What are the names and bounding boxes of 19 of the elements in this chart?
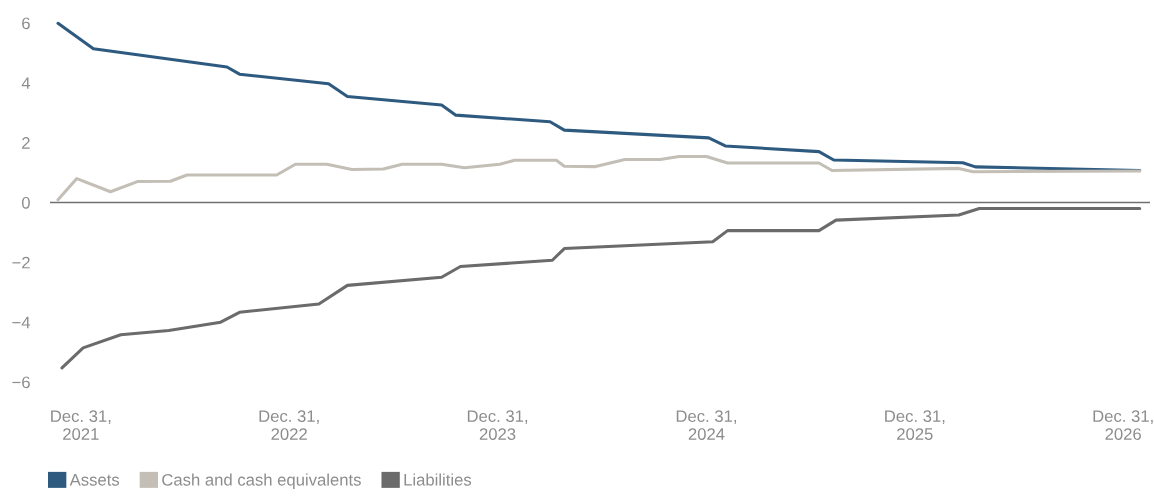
y-tick-label: −4	[12, 316, 31, 329]
x-tick-label: Dec. 31, 2022	[259, 410, 319, 440]
y-tick-label: −6	[12, 376, 30, 389]
line-series	[56, 154, 1142, 202]
y-tick-label: 2	[22, 137, 30, 149]
y-tick-label: −2	[12, 256, 30, 269]
legend-label: Cash and cash equivalents	[162, 473, 361, 489]
line-series	[60, 206, 1142, 370]
y-tick-label: 0	[21, 196, 30, 209]
x-tick-label: Dec. 31, 2021	[51, 410, 111, 440]
y-tick-label: 4	[21, 77, 31, 89]
legend-label: Assets	[69, 474, 120, 486]
x-tick-label: Dec. 31, 2023	[467, 410, 528, 440]
legend-label: Liabilities	[404, 473, 472, 486]
x-tick-label: Dec. 31, 2025	[885, 410, 945, 440]
x-tick-label: Dec. 31, 2026	[1093, 410, 1153, 440]
line-series	[56, 21, 1142, 173]
y-tick-label: 6	[22, 17, 30, 30]
x-tick-label: Dec. 31, 2024	[676, 410, 736, 440]
